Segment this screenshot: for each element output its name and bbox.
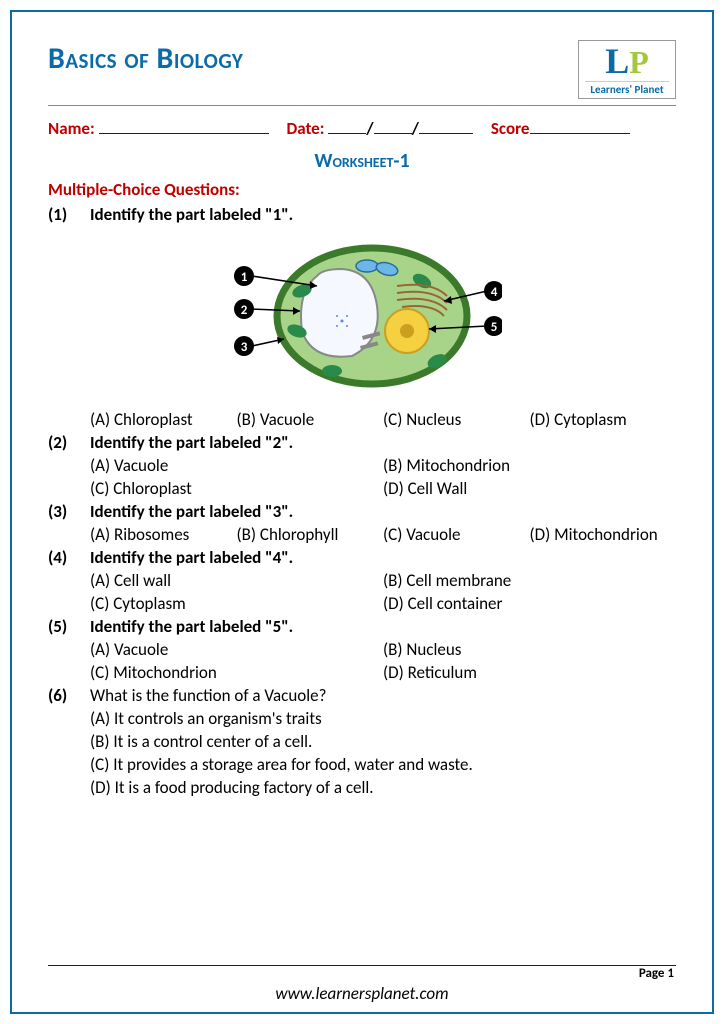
option: (D) It is a food producing factory of a …: [90, 777, 676, 798]
option-row: (D) It is a food producing factory of a …: [48, 777, 676, 798]
option: (A) It controls an organism's traits: [90, 708, 676, 729]
score-label: Score: [491, 118, 530, 139]
question-number: (6): [48, 685, 90, 706]
svg-text:4: 4: [491, 285, 498, 300]
logo-icon: LP: [585, 43, 669, 79]
score-field: Score: [491, 118, 630, 139]
question-row: (2) Identify the part labeled "2".: [48, 432, 676, 453]
question-text: What is the function of a Vacuole?: [90, 685, 676, 706]
option: (D) Cytoplasm: [530, 409, 677, 430]
option-row: (A) Cell wall (B) Cell membrane: [48, 570, 676, 591]
question-row: (6) What is the function of a Vacuole?: [48, 685, 676, 706]
question-text: Identify the part labeled "2".: [90, 432, 676, 453]
question-row: (3) Identify the part labeled "3".: [48, 501, 676, 522]
mcq-header: Multiple-Choice Questions:: [48, 179, 676, 200]
option: (D) Cell Wall: [383, 478, 676, 499]
website-url: www.learnersplanet.com: [48, 983, 676, 1004]
question-text: Identify the part labeled "3".: [90, 501, 676, 522]
cell-diagram: 1 2 3 4 5: [48, 231, 676, 401]
main-title: Basics of Biology: [48, 40, 243, 77]
option: (B) Vacuole: [237, 409, 384, 430]
question-number: (1): [48, 204, 90, 225]
option-row: (A) Vacuole (B) Mitochondrion: [48, 455, 676, 476]
cell-diagram-svg: 1 2 3 4 5: [222, 231, 502, 401]
option-row: (A) Ribosomes (B) Chlorophyll (C) Vacuol…: [48, 524, 676, 545]
option: (C) It provides a storage area for food,…: [90, 754, 676, 775]
option-row: (A) Chloroplast (B) Vacuole (C) Nucleus …: [48, 409, 676, 430]
option-row: (C) Mitochondrion (D) Reticulum: [48, 662, 676, 683]
worksheet-page: Basics of Biology LP Learners' Planet Na…: [10, 10, 714, 1014]
option: (A) Chloroplast: [90, 409, 237, 430]
date-label: Date:: [287, 118, 325, 139]
option-row: (B) It is a control center of a cell.: [48, 731, 676, 752]
option: (B) Mitochondrion: [383, 455, 676, 476]
option: (B) Nucleus: [383, 639, 676, 660]
option-row: (C) Cytoplasm (D) Cell container: [48, 593, 676, 614]
worksheet-title: Worksheet-1: [48, 149, 676, 173]
header: Basics of Biology LP Learners' Planet: [48, 40, 676, 99]
question-number: (3): [48, 501, 90, 522]
question-number: (4): [48, 547, 90, 568]
question-number: (5): [48, 616, 90, 637]
option: (D) Mitochondrion: [530, 524, 677, 545]
option: (A) Vacuole: [90, 455, 383, 476]
name-label: Name:: [48, 118, 95, 139]
question-text: Identify the part labeled "1".: [90, 204, 676, 225]
option: (C) Mitochondrion: [90, 662, 383, 683]
option: (A) Ribosomes: [90, 524, 237, 545]
questions-content: (1) Identify the part labeled "1".: [48, 204, 676, 959]
header-divider: [48, 105, 676, 106]
option-row: (C) It provides a storage area for food,…: [48, 754, 676, 775]
option-row: (C) Chloroplast (D) Cell Wall: [48, 478, 676, 499]
info-row: Name: Date: // Score: [48, 118, 676, 139]
svg-text:2: 2: [241, 303, 248, 318]
date-field: Date: //: [287, 118, 473, 139]
option: (B) It is a control center of a cell.: [90, 731, 676, 752]
option: (D) Cell container: [383, 593, 676, 614]
question-row: (4) Identify the part labeled "4".: [48, 547, 676, 568]
logo-text: Learners' Planet: [585, 81, 669, 96]
svg-text:1: 1: [241, 270, 248, 285]
name-blank[interactable]: [99, 133, 269, 134]
option: (A) Vacuole: [90, 639, 383, 660]
option: (C) Chloroplast: [90, 478, 383, 499]
option: (D) Reticulum: [383, 662, 676, 683]
page-number: Page 1: [48, 966, 676, 981]
date-blank-1[interactable]: [328, 133, 366, 134]
date-blank-3[interactable]: [419, 133, 473, 134]
score-blank[interactable]: [530, 133, 630, 134]
question-number: (2): [48, 432, 90, 453]
option-row: (A) Vacuole (B) Nucleus: [48, 639, 676, 660]
name-field: Name:: [48, 118, 269, 139]
question-text: Identify the part labeled "4".: [90, 547, 676, 568]
question-row: (1) Identify the part labeled "1".: [48, 204, 676, 225]
option: (C) Cytoplasm: [90, 593, 383, 614]
logo: LP Learners' Planet: [578, 40, 676, 99]
question-row: (5) Identify the part labeled "5".: [48, 616, 676, 637]
option: (B) Chlorophyll: [237, 524, 384, 545]
option: (C) Nucleus: [383, 409, 530, 430]
date-blank-2[interactable]: [374, 133, 412, 134]
question-text: Identify the part labeled "5".: [90, 616, 676, 637]
svg-text:3: 3: [241, 340, 248, 355]
option: (A) Cell wall: [90, 570, 383, 591]
option: (B) Cell membrane: [383, 570, 676, 591]
svg-text:5: 5: [491, 320, 498, 335]
option: (C) Vacuole: [383, 524, 530, 545]
option-row: (A) It controls an organism's traits: [48, 708, 676, 729]
